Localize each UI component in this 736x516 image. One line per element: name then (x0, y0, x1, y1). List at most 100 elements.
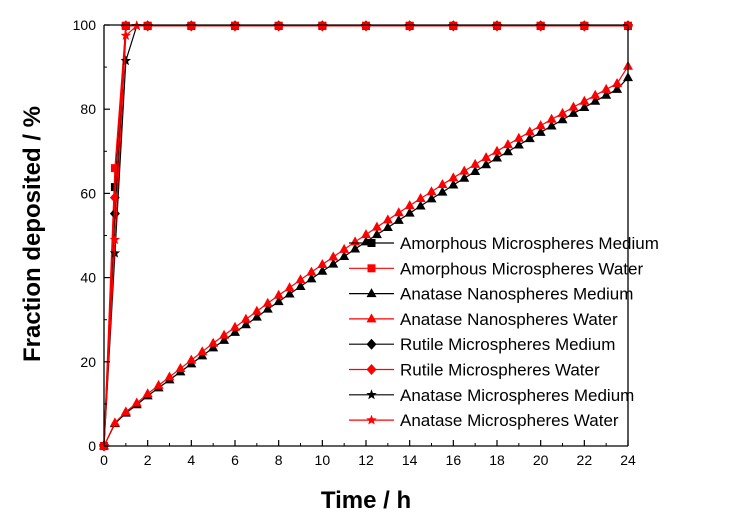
legend-label: Anatase Nanospheres Medium (400, 285, 633, 304)
data-point (579, 102, 590, 112)
legend-item: Anatase Nanospheres Medium (349, 285, 633, 304)
data-point (230, 321, 240, 331)
data-point (415, 192, 426, 202)
x-axis-title: Time / h (321, 487, 411, 514)
data-point (350, 236, 361, 246)
data-point (590, 95, 601, 105)
data-point (371, 221, 382, 231)
series-line (103, 25, 628, 447)
legend-item: Anatase Nanospheres Water (349, 310, 618, 329)
data-point (437, 186, 448, 196)
legend-label: Anatase Microspheres Water (400, 411, 619, 430)
legend-marker (366, 414, 377, 425)
data-point (240, 313, 251, 323)
series-4 (99, 60, 633, 450)
x-tick-label: 20 (533, 452, 549, 468)
data-point (382, 214, 393, 224)
data-point (317, 265, 328, 275)
x-tick-label: 6 (231, 452, 239, 468)
data-point (295, 280, 306, 290)
data-point (110, 183, 119, 192)
data-point (339, 251, 350, 261)
data-point (284, 288, 295, 298)
data-point (404, 207, 415, 217)
data-point (219, 334, 230, 344)
data-point (109, 247, 121, 258)
data-point (109, 234, 121, 245)
legend-label: Amorphous Microspheres Medium (400, 234, 659, 253)
data-point (612, 78, 623, 88)
data-point (546, 113, 557, 123)
x-tick-label: 2 (144, 452, 152, 468)
data-point (492, 145, 502, 155)
x-tick-label: 4 (187, 452, 195, 468)
data-point (535, 126, 546, 136)
y-axis: 0 20 40 60 80 100 (73, 17, 110, 454)
data-point (295, 274, 306, 284)
x-tick-label: 24 (620, 452, 636, 468)
x-axis: 0 2 4 6 8 10 12 14 16 18 20 22 24 (100, 440, 636, 468)
x-tick-label: 10 (315, 452, 331, 468)
data-point (502, 139, 513, 149)
data-point (459, 165, 470, 175)
data-point (492, 152, 502, 162)
legend-item: Rutile Microspheres Water (349, 361, 600, 380)
data-point (448, 179, 459, 189)
data-point (513, 132, 524, 142)
y-tick-label: 60 (80, 185, 96, 201)
data-point (284, 282, 295, 292)
data-point (208, 337, 219, 347)
x-tick-label: 8 (275, 452, 283, 468)
data-point (568, 107, 579, 117)
data-point (470, 158, 481, 168)
data-point (251, 305, 262, 315)
legend-label: Anatase Nanospheres Water (400, 310, 618, 329)
data-point (175, 363, 186, 373)
legend-marker (366, 338, 377, 350)
series-layer (98, 20, 634, 452)
data-point (262, 297, 273, 307)
data-point (415, 200, 426, 210)
data-point (273, 289, 284, 299)
legend-marker (366, 288, 377, 298)
data-point (601, 89, 612, 99)
data-point (153, 379, 164, 389)
data-point (524, 126, 535, 136)
data-point (306, 266, 317, 276)
data-point (393, 207, 404, 217)
data-point (339, 243, 350, 253)
x-tick-label: 14 (402, 452, 418, 468)
data-point (601, 83, 612, 93)
data-point (470, 166, 481, 176)
data-point (251, 311, 262, 321)
data-point (361, 229, 371, 239)
legend-marker (366, 389, 377, 400)
x-tick-label: 12 (358, 452, 374, 468)
legend-item: Anatase Microspheres Water (349, 411, 619, 430)
legend-marker (367, 239, 376, 247)
data-point (612, 83, 623, 93)
data-point (120, 406, 131, 416)
data-point (426, 193, 437, 203)
data-point (240, 319, 251, 329)
data-point (120, 30, 132, 40)
legend-item: Anatase Microspheres Medium (349, 386, 634, 405)
data-point (557, 107, 568, 117)
y-tick-label: 0 (88, 438, 96, 454)
data-point (120, 20, 131, 32)
legend-label: Rutile Microspheres Medium (400, 335, 615, 354)
legend-item: Rutile Microspheres Medium (349, 335, 615, 354)
data-point (590, 89, 601, 99)
data-point (513, 139, 524, 149)
y-tick-label: 20 (80, 354, 96, 370)
data-point (393, 214, 404, 224)
data-point (197, 346, 208, 356)
x-tick-label: 16 (446, 452, 462, 468)
data-point (230, 326, 240, 336)
legend-item: Amorphous Microspheres Water (349, 259, 643, 278)
data-point (120, 55, 132, 66)
data-point (524, 133, 535, 143)
data-point (535, 120, 546, 130)
x-tick-label: 22 (577, 452, 593, 468)
data-point (481, 152, 492, 162)
